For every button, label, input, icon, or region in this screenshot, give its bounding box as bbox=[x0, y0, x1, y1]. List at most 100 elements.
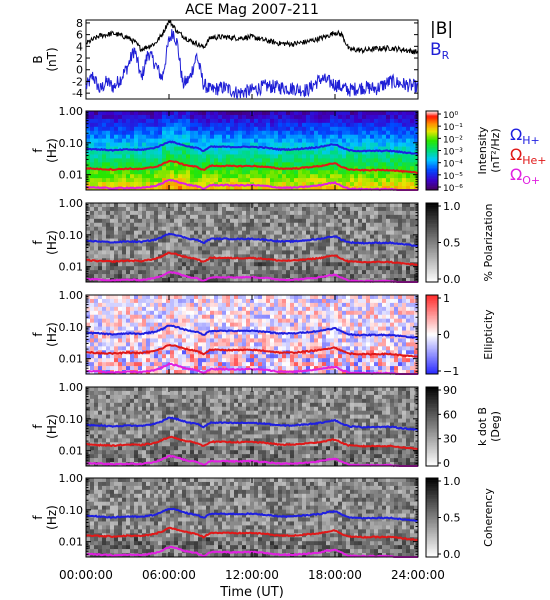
spectrogram-cell bbox=[98, 298, 103, 304]
spectrogram-cell bbox=[366, 270, 371, 275]
colorbar-step bbox=[426, 229, 438, 231]
spectrogram-cell bbox=[206, 246, 211, 251]
spectrogram-cell bbox=[106, 298, 111, 304]
spectrogram-cell bbox=[142, 114, 147, 120]
spectrogram-cell bbox=[122, 162, 127, 167]
spectrogram-cell bbox=[314, 270, 319, 275]
spectrogram-cell bbox=[114, 218, 119, 224]
spectrogram-cell bbox=[250, 218, 255, 224]
spectrogram-cell bbox=[330, 334, 335, 339]
spectrogram-cell bbox=[226, 326, 231, 331]
spectrogram-cell bbox=[106, 210, 111, 216]
spectrogram-cell bbox=[410, 238, 415, 243]
spectrogram-cell bbox=[154, 306, 159, 312]
spectrogram-cell bbox=[322, 130, 327, 135]
spectrogram-cell bbox=[250, 366, 255, 371]
spectrogram-cell bbox=[346, 150, 351, 155]
spectrogram-cell bbox=[138, 274, 143, 279]
spectrogram-cell bbox=[150, 295, 155, 300]
spectrogram-cell bbox=[86, 230, 91, 235]
spectrogram-cell bbox=[234, 246, 239, 251]
spectrogram-cell bbox=[146, 314, 151, 319]
spectrogram-cell bbox=[286, 158, 291, 163]
spectrogram-cell bbox=[166, 318, 171, 323]
spectrogram-cell bbox=[350, 246, 355, 251]
field-y-label-group: B (nT) bbox=[31, 47, 59, 71]
spectrogram-cell bbox=[210, 222, 215, 227]
spectrogram-cell bbox=[242, 226, 247, 231]
spectrogram-cell bbox=[194, 302, 199, 308]
spectrogram-cell bbox=[86, 203, 91, 208]
spectrogram-cell bbox=[350, 302, 355, 308]
spectrogram-cell bbox=[150, 326, 155, 331]
spectrogram-cell bbox=[202, 178, 207, 183]
spectrogram-cell bbox=[134, 178, 139, 183]
spectrogram-cell bbox=[278, 206, 283, 212]
spectrogram-cell bbox=[414, 138, 419, 143]
spectrogram-cell bbox=[322, 186, 327, 191]
spectrogram-cell bbox=[178, 218, 183, 224]
spectrogram-cell bbox=[254, 203, 259, 208]
spectrogram-cell bbox=[278, 210, 283, 216]
spectrogram-cell bbox=[226, 126, 231, 132]
spectrogram-cell bbox=[278, 158, 283, 163]
spectrogram-cell bbox=[174, 274, 179, 279]
spectrogram-cell bbox=[318, 306, 323, 312]
spectrogram-cell bbox=[234, 111, 239, 116]
spectrogram-cell bbox=[270, 206, 275, 212]
spectrogram-cell bbox=[202, 250, 207, 255]
spectrogram-cell bbox=[318, 266, 323, 271]
spectrogram-cell bbox=[294, 126, 299, 132]
spectrogram-cell bbox=[210, 338, 215, 343]
spectrogram-cell bbox=[406, 130, 411, 135]
spectrogram-cell bbox=[134, 302, 139, 308]
spectrogram-cell bbox=[242, 334, 247, 339]
spectrogram-cell bbox=[242, 234, 247, 239]
spectrogram-cell bbox=[346, 142, 351, 147]
spectrogram-cell bbox=[90, 338, 95, 343]
spectrogram-cell bbox=[162, 186, 167, 191]
spectrogram-cell bbox=[178, 258, 183, 263]
spectrogram-cell bbox=[342, 222, 347, 227]
spectrogram-cell bbox=[162, 250, 167, 255]
spectrogram-cell bbox=[306, 154, 311, 159]
spectrogram-cell bbox=[386, 238, 391, 243]
spectrogram-cell bbox=[294, 322, 299, 327]
spectrogram-cell bbox=[194, 366, 199, 371]
spectrogram-cell bbox=[150, 250, 155, 255]
spectrogram-cell bbox=[154, 210, 159, 216]
spectrogram-cell bbox=[198, 206, 203, 212]
spectrogram-cell bbox=[162, 358, 167, 363]
spectrogram-cell bbox=[234, 306, 239, 312]
spectrogram-cell bbox=[174, 111, 179, 116]
spectrogram-cell bbox=[122, 262, 127, 267]
spectrogram-cell bbox=[258, 154, 263, 159]
spectrogram-cell bbox=[274, 246, 279, 251]
spectrogram-cell bbox=[314, 130, 319, 135]
spectrogram-cell bbox=[318, 122, 323, 128]
spectrogram-cell bbox=[262, 334, 267, 339]
spectrogram-cell bbox=[294, 114, 299, 120]
spectrogram-cell bbox=[106, 302, 111, 308]
spectrogram-cell bbox=[414, 230, 419, 235]
spectrogram-cell bbox=[234, 142, 239, 147]
spectrogram-cell bbox=[130, 150, 135, 155]
spectrogram-cell bbox=[146, 278, 151, 283]
spectrogram-cell bbox=[270, 310, 275, 316]
spectrogram-cell bbox=[246, 354, 251, 359]
spectrogram-cell bbox=[86, 170, 91, 175]
spectrogram-cell bbox=[294, 182, 299, 187]
spectrogram-cell bbox=[270, 346, 275, 351]
colorbar-tick-label: 0.0 bbox=[443, 273, 461, 286]
spectrogram-cell bbox=[278, 142, 283, 147]
spectrogram-cell bbox=[174, 142, 179, 147]
spectrogram-cell bbox=[310, 134, 315, 139]
spectrogram-cell bbox=[366, 238, 371, 243]
panel-y-tick-label: 1.00 bbox=[59, 105, 84, 118]
spectrogram-cell bbox=[402, 126, 407, 132]
spectrogram-cell bbox=[302, 154, 307, 159]
spectrogram-cell bbox=[282, 346, 287, 351]
spectrogram-cell bbox=[334, 318, 339, 323]
spectrogram-cell bbox=[318, 111, 323, 116]
spectrogram-cell bbox=[118, 210, 123, 216]
